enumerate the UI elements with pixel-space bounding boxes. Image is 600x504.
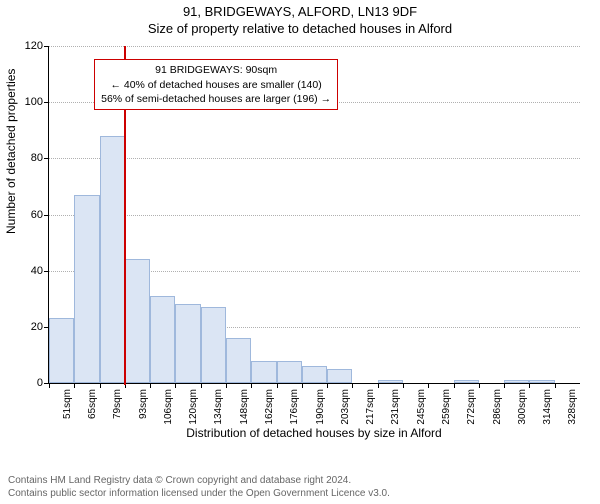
x-tick-label: 120sqm	[188, 389, 199, 425]
x-tick-label: 79sqm	[112, 389, 123, 419]
x-tick-label: 259sqm	[441, 389, 452, 425]
x-axis-label: Distribution of detached houses by size …	[48, 426, 580, 440]
x-tick-mark	[201, 383, 202, 388]
plot-area: 02040608010012051sqm65sqm79sqm93sqm106sq…	[48, 46, 580, 384]
x-tick-label: 203sqm	[340, 389, 351, 425]
x-tick-mark	[74, 383, 75, 388]
x-tick-label: 231sqm	[390, 389, 401, 425]
x-tick-mark	[277, 383, 278, 388]
y-tick-label: 100	[25, 96, 43, 108]
chart-area: 02040608010012051sqm65sqm79sqm93sqm106sq…	[48, 46, 580, 440]
x-tick-label: 217sqm	[365, 389, 376, 425]
bar	[251, 361, 276, 383]
footer-line-1: Contains HM Land Registry data © Crown c…	[8, 474, 390, 487]
annotation-box: 91 BRIDGEWAYS: 90sqm← 40% of detached ho…	[94, 59, 338, 110]
x-tick-mark	[378, 383, 379, 388]
bar	[327, 369, 352, 383]
bar	[378, 380, 403, 383]
x-tick-mark	[529, 383, 530, 388]
x-tick-label: 328sqm	[567, 389, 578, 425]
x-tick-mark	[479, 383, 480, 388]
y-tick-label: 0	[37, 377, 43, 389]
bar	[150, 296, 175, 383]
x-tick-mark	[302, 383, 303, 388]
x-tick-label: 93sqm	[138, 389, 149, 419]
x-tick-label: 190sqm	[315, 389, 326, 425]
x-tick-mark	[504, 383, 505, 388]
y-tick-mark	[44, 271, 49, 272]
x-tick-mark	[49, 383, 50, 388]
x-tick-label: 286sqm	[492, 389, 503, 425]
x-tick-mark	[327, 383, 328, 388]
x-tick-label: 51sqm	[62, 389, 73, 419]
x-tick-mark	[251, 383, 252, 388]
bar	[125, 259, 150, 383]
x-tick-mark	[428, 383, 429, 388]
y-tick-label: 20	[31, 321, 43, 333]
x-tick-label: 162sqm	[264, 389, 275, 425]
x-tick-mark	[352, 383, 353, 388]
x-tick-mark	[454, 383, 455, 388]
y-tick-mark	[44, 102, 49, 103]
footer: Contains HM Land Registry data © Crown c…	[8, 474, 390, 500]
x-tick-label: 148sqm	[239, 389, 250, 425]
x-tick-label: 65sqm	[87, 389, 98, 419]
bar	[454, 380, 479, 383]
bar	[74, 195, 99, 383]
x-tick-mark	[555, 383, 556, 388]
gridline	[49, 158, 580, 159]
bar	[504, 380, 529, 383]
y-tick-label: 60	[31, 209, 43, 221]
x-tick-label: 272sqm	[466, 389, 477, 425]
bar	[175, 304, 200, 383]
x-tick-label: 106sqm	[163, 389, 174, 425]
gridline	[49, 215, 580, 216]
bar	[277, 361, 302, 383]
bar	[226, 338, 251, 383]
y-tick-label: 120	[25, 40, 43, 52]
y-axis-label: Number of detached properties	[4, 69, 18, 234]
x-tick-mark	[226, 383, 227, 388]
y-tick-label: 80	[31, 152, 43, 164]
x-tick-label: 314sqm	[542, 389, 553, 425]
page-subtitle: Size of property relative to detached ho…	[0, 21, 600, 36]
x-tick-label: 176sqm	[289, 389, 300, 425]
x-tick-label: 134sqm	[213, 389, 224, 425]
y-tick-mark	[44, 215, 49, 216]
x-tick-mark	[403, 383, 404, 388]
bar	[201, 307, 226, 383]
bar	[49, 318, 74, 383]
page-title: 91, BRIDGEWAYS, ALFORD, LN13 9DF	[0, 4, 600, 19]
gridline	[49, 46, 580, 47]
x-tick-mark	[175, 383, 176, 388]
footer-line-2: Contains public sector information licen…	[8, 487, 390, 500]
annotation-line: 91 BRIDGEWAYS: 90sqm	[101, 63, 331, 77]
bar	[302, 366, 327, 383]
bar	[100, 136, 125, 383]
x-tick-label: 300sqm	[517, 389, 528, 425]
annotation-line: ← 40% of detached houses are smaller (14…	[101, 78, 331, 92]
x-tick-mark	[150, 383, 151, 388]
bar	[529, 380, 554, 383]
annotation-line: 56% of semi-detached houses are larger (…	[101, 92, 331, 106]
x-tick-label: 245sqm	[416, 389, 427, 425]
chart-header: 91, BRIDGEWAYS, ALFORD, LN13 9DF Size of…	[0, 4, 600, 36]
x-tick-mark	[100, 383, 101, 388]
y-tick-mark	[44, 46, 49, 47]
y-tick-label: 40	[31, 265, 43, 277]
y-tick-mark	[44, 158, 49, 159]
